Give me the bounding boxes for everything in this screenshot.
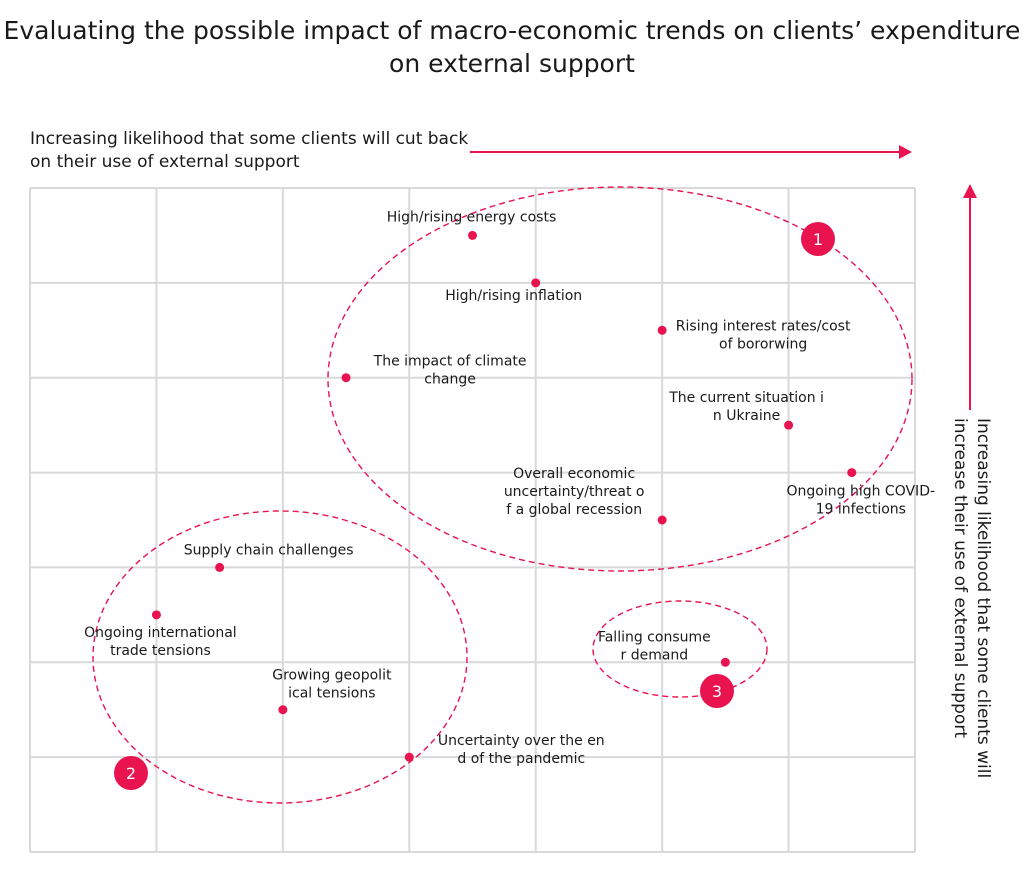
cluster-badge-label: 1 [813, 230, 823, 249]
data-point [215, 562, 225, 572]
cluster-1-ellipse [327, 186, 913, 572]
data-point-label: Ongoing international trade tensions [84, 625, 237, 659]
data-point [341, 373, 351, 383]
x-axis-arrowhead [899, 145, 912, 159]
data-point [847, 468, 857, 478]
data-point [404, 752, 414, 762]
data-point-label: Supply chain challenges [184, 542, 354, 558]
data-point-label: The impact of climate change [373, 354, 527, 388]
cluster-badge [700, 674, 734, 708]
x-axis-label: Increasing likelihood that some clients … [30, 129, 469, 172]
data-point [278, 705, 288, 715]
data-point-label: Falling consume r demand [598, 629, 711, 663]
data-point-label: Ongoing high COVID-19 infections [787, 484, 936, 518]
data-point [151, 610, 161, 620]
data-point [531, 278, 541, 288]
cluster-2-ellipse [92, 510, 468, 804]
data-point-label: High/rising inflation [445, 288, 582, 304]
data-point [468, 230, 477, 240]
cluster-badge [114, 756, 148, 790]
data-point [657, 515, 667, 525]
data-point [784, 420, 794, 430]
y-axis-arrowhead [963, 184, 977, 198]
cluster-badge [801, 222, 835, 256]
cluster-badge-label: 3 [712, 682, 722, 701]
data-point [720, 657, 730, 667]
data-point-label: Rising interest rates/cost of bororwing [676, 318, 851, 352]
cluster-badge-label: 2 [126, 764, 136, 783]
cluster-3-ellipse [592, 600, 768, 698]
data-point-label: High/rising energy costs [387, 209, 557, 225]
data-point-label: Growing geopolit ical tensions [272, 668, 392, 702]
chart-title: Evaluating the possible impact of macro-… [3, 16, 1021, 78]
data-point [657, 325, 667, 335]
data-point-label: Uncertainty over the en d of the pandemic [438, 733, 605, 767]
